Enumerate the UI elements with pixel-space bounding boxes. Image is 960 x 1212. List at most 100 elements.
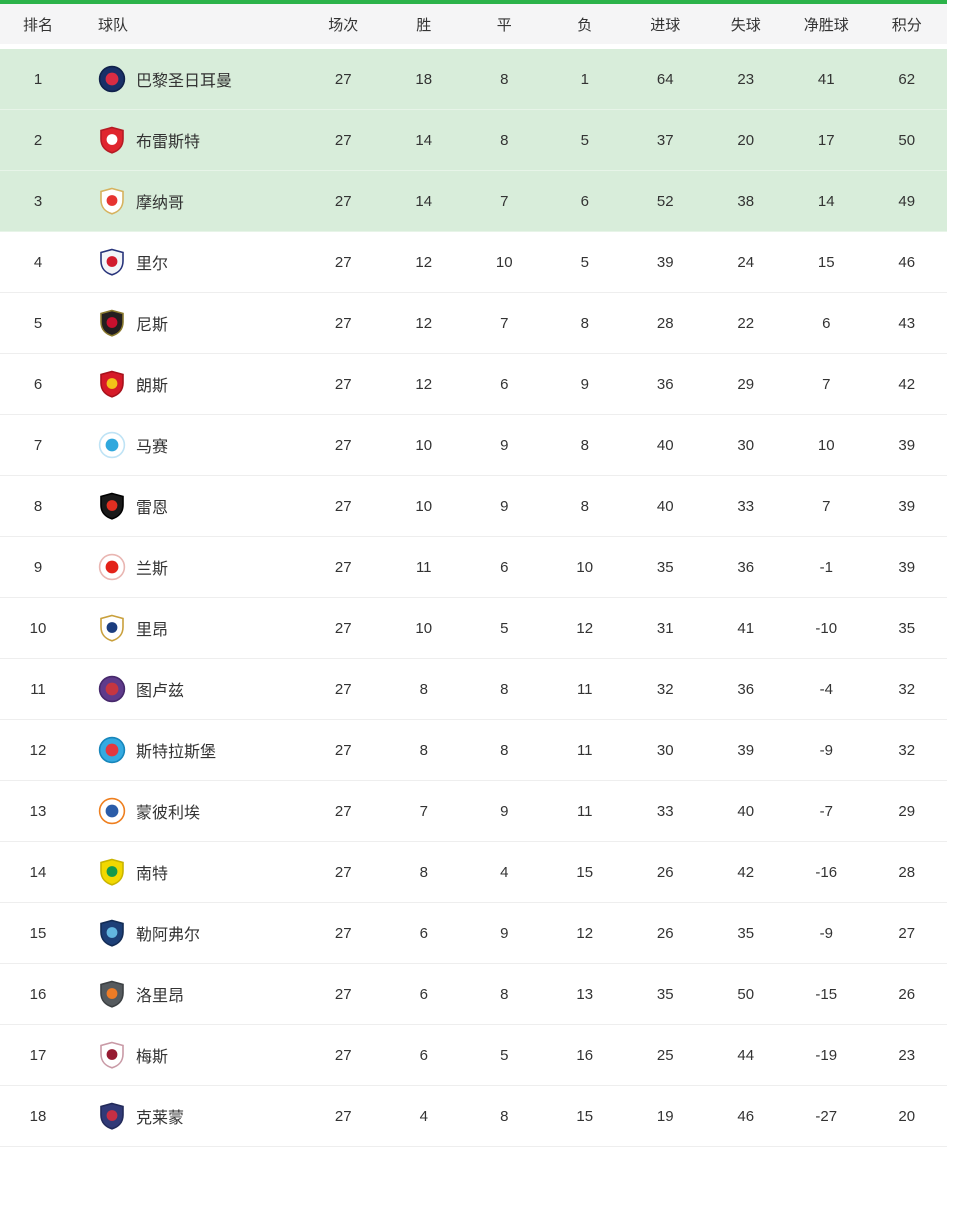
rank-cell: 15 [0,902,76,964]
team-link[interactable]: 南特 [76,858,303,886]
stat-cell: 7 [464,170,545,232]
stat-cell: 32 [625,658,706,720]
table-row: 8 雷恩 27 10 9 8 40 33 7 39 [0,475,947,537]
stat-cell: 6 [544,170,625,232]
stat-cell: 32 [866,658,947,720]
column-header-3: 胜 [383,4,464,49]
stat-cell: 10 [383,597,464,659]
stat-cell: 42 [866,353,947,415]
stat-cell: 16 [544,1024,625,1086]
stat-cell: 8 [383,658,464,720]
stat-cell: 41 [705,597,786,659]
stat-cell: 5 [464,1024,545,1086]
monaco-crest-icon [98,187,126,215]
rank-cell: 5 [0,292,76,354]
team-cell: 朗斯 [76,353,303,415]
stat-cell: 9 [544,353,625,415]
team-link[interactable]: 马赛 [76,431,303,459]
team-link[interactable]: 勒阿弗尔 [76,919,303,947]
stat-cell: 6 [383,1024,464,1086]
reims-crest-icon [98,553,126,581]
team-name: 斯特拉斯堡 [136,744,217,761]
team-link[interactable]: 摩纳哥 [76,187,303,215]
stat-cell: 62 [866,46,947,110]
stat-cell: 8 [383,841,464,903]
team-link[interactable]: 巴黎圣日耳曼 [76,65,303,93]
column-header-1: 球队 [76,4,303,49]
stat-cell: 20 [866,1085,947,1147]
stat-cell: 27 [303,414,384,476]
table-row: 16 洛里昂 27 6 8 13 35 50 -15 26 [0,963,947,1025]
team-link[interactable]: 尼斯 [76,309,303,337]
stat-cell: 10 [544,536,625,598]
team-link[interactable]: 里昂 [76,614,303,642]
team-link[interactable]: 斯特拉斯堡 [76,736,303,764]
stat-cell: 27 [303,780,384,842]
stat-cell: 5 [544,109,625,171]
stat-cell: -9 [786,719,867,781]
stat-cell: 4 [383,1085,464,1147]
stat-cell: 43 [866,292,947,354]
table-row: 17 梅斯 27 6 5 16 25 44 -19 23 [0,1024,947,1086]
team-link[interactable]: 蒙彼利埃 [76,797,303,825]
stat-cell: 6 [383,902,464,964]
rank-cell: 11 [0,658,76,720]
stat-cell: 8 [544,414,625,476]
team-link[interactable]: 克莱蒙 [76,1102,303,1130]
team-name: 图卢兹 [136,683,185,700]
stat-cell: 26 [625,902,706,964]
stat-cell: 8 [464,109,545,171]
stat-cell: 46 [705,1085,786,1147]
table-row: 7 马赛 27 10 9 8 40 30 10 39 [0,414,947,476]
stat-cell: 39 [625,231,706,293]
top-accent-bar [0,0,947,4]
stat-cell: 10 [464,231,545,293]
stat-cell: 27 [303,231,384,293]
stat-cell: 15 [544,841,625,903]
stat-cell: 27 [303,719,384,781]
team-link[interactable]: 朗斯 [76,370,303,398]
stat-cell: 39 [866,536,947,598]
stat-cell: 23 [705,46,786,110]
team-link[interactable]: 布雷斯特 [76,126,303,154]
table-row: 13 蒙彼利埃 27 7 9 11 33 40 -7 29 [0,780,947,842]
table-row: 2 布雷斯特 27 14 8 5 37 20 17 50 [0,109,947,171]
stat-cell: -15 [786,963,867,1025]
stat-cell: 28 [625,292,706,354]
stat-cell: 11 [544,780,625,842]
team-cell: 勒阿弗尔 [76,902,303,964]
team-link[interactable]: 雷恩 [76,492,303,520]
stat-cell: 39 [866,414,947,476]
stat-cell: 8 [464,46,545,110]
stat-cell: -1 [786,536,867,598]
team-link[interactable]: 梅斯 [76,1041,303,1069]
stat-cell: 8 [464,719,545,781]
team-link[interactable]: 洛里昂 [76,980,303,1008]
stat-cell: 37 [625,109,706,171]
team-link[interactable]: 兰斯 [76,553,303,581]
team-cell: 洛里昂 [76,963,303,1025]
team-cell: 南特 [76,841,303,903]
stat-cell: 11 [383,536,464,598]
rank-cell: 17 [0,1024,76,1086]
team-link[interactable]: 图卢兹 [76,675,303,703]
team-cell: 马赛 [76,414,303,476]
team-name: 洛里昂 [136,988,185,1005]
stat-cell: 35 [625,963,706,1025]
stat-cell: 27 [303,475,384,537]
team-link[interactable]: 里尔 [76,248,303,276]
team-cell: 巴黎圣日耳曼 [76,46,303,110]
rank-cell: 3 [0,170,76,232]
stat-cell: 27 [303,841,384,903]
stat-cell: 10 [786,414,867,476]
rank-cell: 2 [0,109,76,171]
stat-cell: 12 [544,902,625,964]
stat-cell: 42 [705,841,786,903]
stat-cell: -7 [786,780,867,842]
nantes-crest-icon [98,858,126,886]
lens-crest-icon [98,370,126,398]
stat-cell: 36 [705,658,786,720]
stat-cell: 20 [705,109,786,171]
column-header-0: 排名 [0,4,76,49]
stat-cell: 15 [544,1085,625,1147]
